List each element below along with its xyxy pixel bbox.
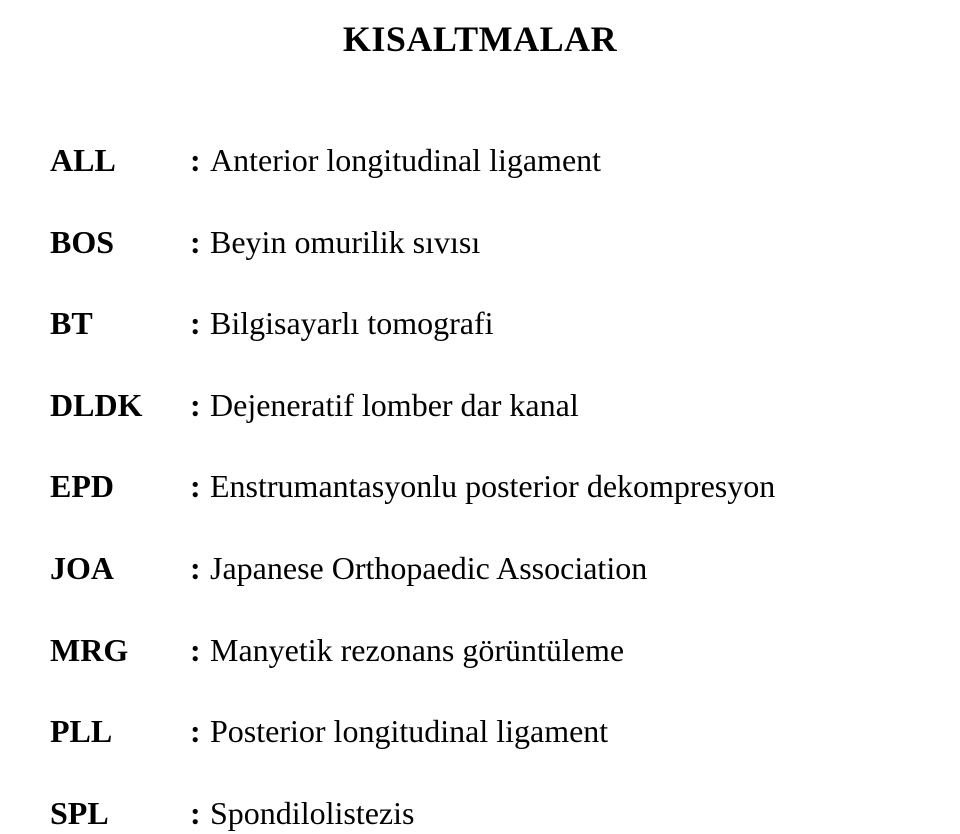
list-item: BT : Bilgisayarlı tomografi [50, 303, 920, 345]
abbr-term: SPL [50, 793, 190, 834]
list-item: ALL : Anterior longitudinal ligament [50, 140, 920, 182]
abbr-definition: Beyin omurilik sıvısı [210, 222, 920, 264]
abbr-definition: Posterior longitudinal ligament [210, 711, 920, 753]
abbreviation-list: ALL : Anterior longitudinal ligament BOS… [40, 140, 920, 834]
abbr-definition: Bilgisayarlı tomografi [210, 303, 920, 345]
abbr-definition: Enstrumantasyonlu posterior dekompresyon [210, 466, 920, 508]
abbr-term: EPD [50, 466, 190, 508]
separator: : [190, 140, 210, 182]
separator: : [190, 793, 210, 834]
abbr-definition: Manyetik rezonans görüntüleme [210, 630, 920, 672]
list-item: PLL : Posterior longitudinal ligament [50, 711, 920, 753]
abbr-term: MRG [50, 630, 190, 672]
separator: : [190, 303, 210, 345]
list-item: SPL : Spondilolistezis [50, 793, 920, 834]
abbr-definition: Japanese Orthopaedic Association [210, 548, 920, 590]
separator: : [190, 711, 210, 753]
list-item: DLDK : Dejeneratif lomber dar kanal [50, 385, 920, 427]
abbr-term: BT [50, 303, 190, 345]
abbr-term: JOA [50, 548, 190, 590]
abbr-term: BOS [50, 222, 190, 264]
separator: : [190, 548, 210, 590]
abbr-term: DLDK [50, 385, 190, 427]
separator: : [190, 466, 210, 508]
abbr-term: PLL [50, 711, 190, 753]
abbr-term: ALL [50, 140, 190, 182]
separator: : [190, 630, 210, 672]
separator: : [190, 222, 210, 264]
abbr-definition: Anterior longitudinal ligament [210, 140, 920, 182]
list-item: BOS : Beyin omurilik sıvısı [50, 222, 920, 264]
list-item: EPD : Enstrumantasyonlu posterior dekomp… [50, 466, 920, 508]
list-item: MRG : Manyetik rezonans görüntüleme [50, 630, 920, 672]
separator: : [190, 385, 210, 427]
abbr-definition: Dejeneratif lomber dar kanal [210, 385, 920, 427]
document-page: KISALTMALAR ALL : Anterior longitudinal … [0, 0, 960, 806]
abbr-definition: Spondilolistezis [210, 793, 920, 834]
page-title: KISALTMALAR [40, 18, 920, 60]
list-item: JOA : Japanese Orthopaedic Association [50, 548, 920, 590]
